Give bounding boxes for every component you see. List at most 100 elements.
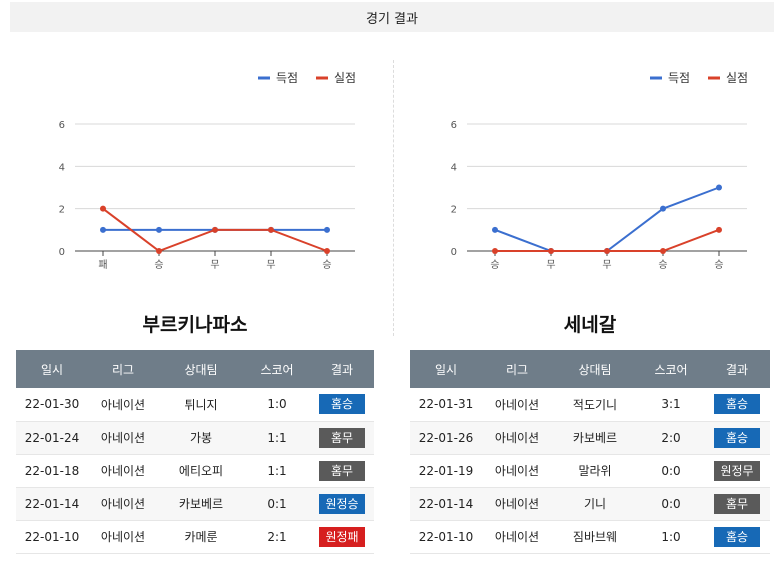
league-cell: 아네이션: [482, 454, 552, 488]
table-row: 22-01-14 아네이션 기니 0:0 홈무: [410, 487, 770, 521]
result-badge: 홈승: [714, 394, 760, 415]
x-tick-label: 무: [602, 260, 611, 271]
section-divider: [393, 60, 394, 336]
opponent-cell: 카메룬: [158, 520, 244, 554]
score-cell: 0:0: [638, 487, 704, 521]
table-row: 22-01-14 아네이션 카보베르 0:1 원정승: [16, 487, 374, 521]
col-header-score: 스코어: [244, 350, 310, 388]
score-cell: 2:0: [638, 421, 704, 455]
result-badge: 홈무: [714, 493, 760, 514]
score-cell: 1:1: [244, 454, 310, 488]
point-conceded: [324, 248, 330, 254]
table-row: 22-01-30 아네이션 튀니지 1:0 홈승: [16, 388, 374, 422]
score-cell: 1:1: [244, 421, 310, 455]
y-tick-label: 4: [59, 162, 65, 173]
chart-right: 0 2 4 6 승 무 무 승 승 득점 실점: [451, 71, 748, 271]
opponent-cell: 짐바브웨: [552, 520, 638, 554]
date-cell: 22-01-14: [16, 487, 88, 521]
x-tick-label: 승: [322, 259, 331, 271]
opponent-cell: 카보베르: [158, 487, 244, 521]
result-badge: 원정패: [319, 526, 365, 547]
league-cell: 아네이션: [482, 388, 552, 422]
point-scored: [324, 226, 330, 233]
table-row: 22-01-19 아네이션 말라위 0:0 원정무: [410, 454, 770, 488]
result-cell: 원정패: [310, 520, 374, 554]
result-badge: 홈승: [714, 427, 760, 448]
league-cell: 아네이션: [482, 487, 552, 521]
opponent-cell: 기니: [552, 487, 638, 521]
date-cell: 22-01-10: [16, 520, 88, 554]
col-header-score: 스코어: [638, 350, 704, 388]
legend-label-scored: 득점: [276, 71, 298, 85]
point-scored: [100, 226, 106, 233]
point-scored: [156, 226, 162, 233]
x-tick-label: 무: [546, 260, 555, 271]
y-tick-label: 0: [451, 247, 457, 258]
league-cell: 아네이션: [88, 421, 158, 455]
result-cell: 홈승: [704, 388, 770, 422]
result-badge: 홈무: [319, 460, 365, 481]
result-badge: 홈승: [714, 526, 760, 547]
x-tick-label: 승: [714, 259, 723, 271]
y-tick-label: 2: [451, 205, 457, 216]
table-header-row: 일시 리그 상대팀 스코어 결과: [410, 350, 770, 388]
x-tick-label: 패: [98, 259, 107, 271]
col-header-date: 일시: [410, 350, 482, 388]
table-row: 22-01-31 아네이션 적도기니 3:1 홈승: [410, 388, 770, 422]
legend-label-scored: 득점: [668, 71, 690, 85]
table-row: 22-01-10 아네이션 카메룬 2:1 원정패: [16, 520, 374, 554]
x-tick-label: 무: [266, 260, 275, 271]
point-scored: [716, 184, 722, 191]
date-cell: 22-01-30: [16, 388, 88, 422]
point-conceded: [716, 226, 722, 233]
y-tick-label: 2: [59, 205, 65, 216]
y-tick-label: 6: [451, 120, 457, 131]
y-tick-label: 0: [59, 247, 65, 258]
series-line-conceded: [495, 228, 720, 252]
col-header-result: 결과: [704, 350, 770, 388]
col-header-opponent: 상대팀: [552, 350, 638, 388]
x-tick-label: 승: [658, 259, 667, 271]
point-scored: [492, 226, 498, 233]
league-cell: 아네이션: [88, 388, 158, 422]
results-table-right: 일시 리그 상대팀 스코어 결과 22-01-31 아네이션 적도기니 3:1 홈승 22…: [410, 350, 770, 554]
table-header-row: 일시 리그 상대팀 스코어 결과: [16, 350, 374, 388]
opponent-cell: 가봉: [158, 421, 244, 455]
result-cell: 원정무: [704, 454, 770, 488]
page-title: 경기 결과: [10, 2, 774, 32]
point-conceded: [156, 248, 162, 254]
opponent-cell: 말라위: [552, 454, 638, 488]
table-row: 22-01-10 아네이션 짐바브웨 1:0 홈승: [410, 520, 770, 554]
date-cell: 22-01-26: [410, 421, 482, 455]
score-cell: 1:0: [244, 388, 310, 422]
date-cell: 22-01-14: [410, 487, 482, 521]
score-cell: 3:1: [638, 388, 704, 422]
league-cell: 아네이션: [88, 487, 158, 521]
result-cell: 홈승: [704, 520, 770, 554]
point-conceded: [492, 248, 498, 254]
point-conceded: [268, 226, 274, 233]
score-cell: 0:1: [244, 487, 310, 521]
team-name-left: 부르키나파소: [142, 314, 248, 336]
col-header-date: 일시: [16, 350, 88, 388]
team-name-right: 세네갈: [563, 314, 617, 336]
x-tick-label: 승: [490, 259, 499, 271]
x-tick-label: 승: [154, 259, 163, 271]
chart-left: 0 2 4 6 패 승 무 무 승 득점 실점: [59, 71, 356, 271]
result-cell: 홈무: [310, 454, 374, 488]
y-tick-label: 6: [59, 120, 65, 131]
score-cell: 2:1: [244, 520, 310, 554]
result-cell: 원정승: [310, 487, 374, 521]
x-tick-label: 무: [210, 260, 219, 271]
opponent-cell: 카보베르: [552, 421, 638, 455]
legend-label-conceded: 실점: [726, 71, 748, 85]
league-cell: 아네이션: [482, 520, 552, 554]
league-cell: 아네이션: [88, 520, 158, 554]
point-conceded: [212, 226, 218, 233]
result-badge: 홈승: [319, 394, 365, 415]
table-row: 22-01-18 아네이션 에티오피 1:1 홈무: [16, 454, 374, 488]
league-cell: 아네이션: [88, 454, 158, 488]
col-header-league: 리그: [482, 350, 552, 388]
date-cell: 22-01-18: [16, 454, 88, 488]
result-cell: 홈승: [704, 421, 770, 455]
